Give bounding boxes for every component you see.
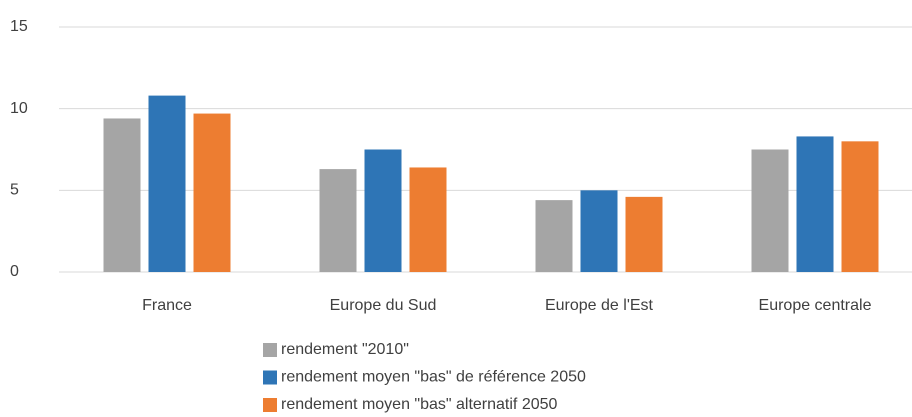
y-tick-label: 10 — [10, 100, 28, 117]
bar — [148, 95, 186, 272]
bar — [580, 190, 618, 272]
y-tick-label: 0 — [10, 263, 19, 280]
bar — [625, 196, 663, 272]
bar — [364, 149, 402, 272]
bar — [103, 118, 141, 272]
bar — [535, 200, 573, 272]
legend-label: rendement moyen "bas" alternatif 2050 — [281, 396, 558, 413]
legend-label: rendement moyen "bas" de référence 2050 — [281, 369, 586, 386]
x-tick-label: Europe de l'Est — [545, 297, 654, 314]
legend-swatch — [263, 398, 277, 412]
y-tick-label: 5 — [10, 182, 19, 199]
bar — [193, 113, 231, 272]
y-tick-label: 15 — [10, 18, 28, 35]
legend-swatch — [263, 343, 277, 357]
bar — [796, 136, 834, 272]
bar — [319, 169, 357, 272]
bar — [751, 149, 789, 272]
bar — [409, 167, 447, 272]
x-tick-label: Europe du Sud — [330, 297, 437, 314]
bar — [841, 141, 879, 272]
legend-swatch — [263, 370, 277, 385]
x-tick-label: Europe centrale — [759, 297, 872, 314]
legend-label: rendement "2010" — [281, 341, 409, 358]
x-tick-label: France — [142, 297, 192, 314]
